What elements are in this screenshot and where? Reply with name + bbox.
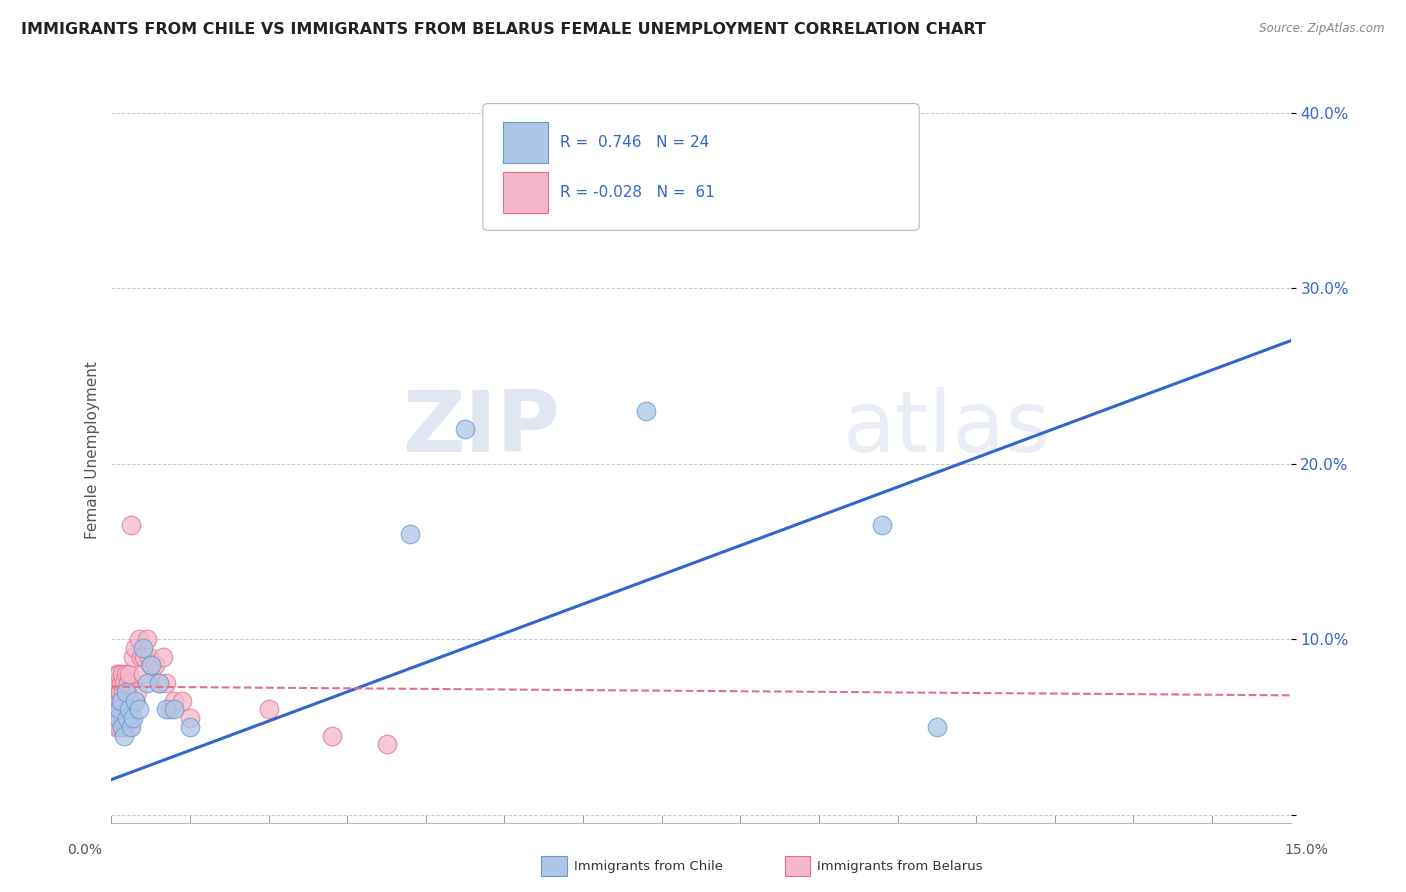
Point [132, 640, 155, 655]
Point [143, 658, 166, 673]
Point [118, 693, 141, 707]
Point [118, 667, 141, 681]
Point [134, 649, 156, 664]
Point [107, 685, 129, 699]
Point [118, 702, 141, 716]
Text: R =  0.746   N = 24: R = 0.746 N = 24 [560, 135, 709, 150]
Point [148, 676, 170, 690]
Point [114, 667, 136, 681]
Point [375, 738, 398, 752]
Point [103, 702, 125, 716]
Point [870, 518, 893, 533]
Point [129, 649, 152, 664]
Point [105, 667, 128, 681]
Text: Immigrants from Belarus: Immigrants from Belarus [817, 860, 983, 872]
Point [159, 702, 181, 716]
Point [135, 676, 157, 690]
Point [114, 685, 136, 699]
Point [111, 720, 134, 734]
Point [148, 676, 170, 690]
Point [112, 702, 135, 716]
Point [107, 702, 129, 716]
Point [117, 676, 139, 690]
Point [115, 711, 138, 725]
Point [128, 702, 150, 716]
Point [107, 676, 129, 690]
Point [122, 649, 145, 664]
Point [115, 702, 138, 716]
Point [163, 702, 186, 716]
Point [138, 649, 160, 664]
Point [115, 685, 138, 699]
Point [111, 720, 134, 734]
Point [155, 676, 177, 690]
Point [925, 720, 948, 734]
Point [115, 711, 138, 725]
Point [120, 711, 142, 725]
Point [111, 693, 134, 707]
Text: Immigrants from Chile: Immigrants from Chile [574, 860, 723, 872]
Point [179, 720, 201, 734]
Y-axis label: Female Unemployment: Female Unemployment [86, 361, 100, 540]
Point [105, 720, 128, 734]
Point [125, 685, 148, 699]
Text: atlas: atlas [842, 386, 1050, 469]
Point [107, 711, 129, 725]
Point [132, 667, 155, 681]
Point [321, 729, 343, 743]
Point [139, 658, 162, 673]
Text: R = -0.028   N =  61: R = -0.028 N = 61 [560, 185, 714, 200]
Point [172, 693, 194, 707]
Point [257, 702, 280, 716]
FancyBboxPatch shape [503, 172, 548, 213]
Point [135, 632, 157, 647]
Point [124, 640, 146, 655]
Point [114, 693, 136, 707]
Point [634, 404, 657, 418]
Text: ZIP: ZIP [402, 386, 560, 469]
Point [107, 711, 129, 725]
Point [108, 702, 131, 716]
Point [114, 720, 136, 734]
Point [103, 711, 125, 725]
Point [399, 526, 422, 541]
Point [179, 711, 201, 725]
Point [122, 711, 145, 725]
FancyBboxPatch shape [503, 122, 548, 163]
Point [124, 693, 146, 707]
Point [104, 676, 127, 690]
Point [163, 693, 186, 707]
Text: 0.0%: 0.0% [67, 843, 103, 857]
Point [110, 676, 132, 690]
Point [105, 693, 128, 707]
Point [112, 729, 135, 743]
Point [120, 720, 142, 734]
Point [111, 667, 134, 681]
Point [128, 632, 150, 647]
FancyBboxPatch shape [482, 103, 920, 230]
Point [124, 693, 146, 707]
Point [104, 685, 127, 699]
Point [101, 693, 124, 707]
Text: Source: ZipAtlas.com: Source: ZipAtlas.com [1260, 22, 1385, 36]
Point [108, 693, 131, 707]
Point [108, 720, 131, 734]
Point [118, 720, 141, 734]
Point [108, 711, 131, 725]
Text: IMMIGRANTS FROM CHILE VS IMMIGRANTS FROM BELARUS FEMALE UNEMPLOYMENT CORRELATION: IMMIGRANTS FROM CHILE VS IMMIGRANTS FROM… [21, 22, 986, 37]
Point [120, 518, 142, 533]
Point [112, 676, 135, 690]
Point [139, 658, 162, 673]
Point [112, 711, 135, 725]
Point [152, 649, 174, 664]
Point [155, 702, 177, 716]
Point [110, 702, 132, 716]
Point [108, 667, 131, 681]
Point [454, 421, 477, 435]
Point [120, 702, 142, 716]
Point [112, 685, 135, 699]
Text: 15.0%: 15.0% [1285, 843, 1329, 857]
Point [108, 685, 131, 699]
Point [110, 693, 132, 707]
